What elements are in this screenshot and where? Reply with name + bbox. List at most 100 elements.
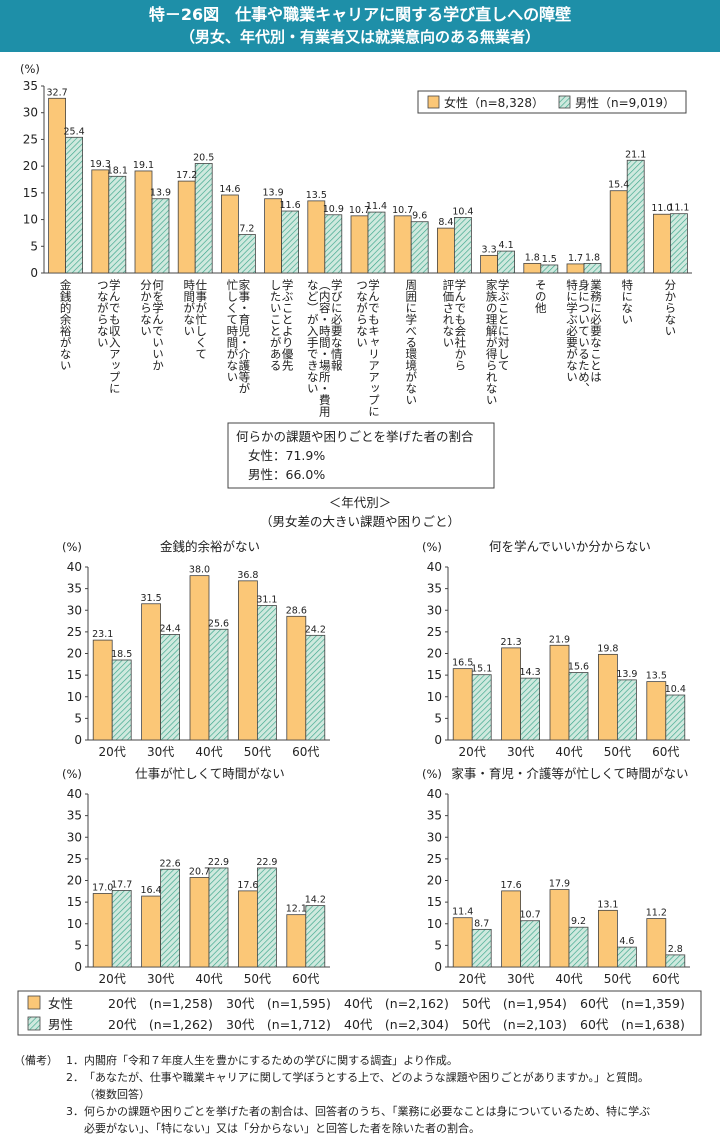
data-label-female: 36.8 (237, 570, 258, 581)
notes-heading: （備考） (14, 1054, 58, 1067)
data-label-male: 25.4 (64, 126, 85, 137)
bottom-legend-item-female: 40代 (n=2,162) (344, 996, 449, 1011)
category-label-line: 学びに必要な情報 (330, 278, 344, 372)
category-label: 分からない (663, 279, 677, 337)
category-label-line: 学んでもキャリアアップに (367, 278, 381, 417)
bottom-legend: 女性 20代 (n=1,258) 30代 (n=1,595) 40代 (n=2,162… (17, 990, 702, 1036)
bar-male (410, 221, 429, 274)
bottom-legend-swatch-female (27, 995, 41, 1010)
data-label-male: 20.5 (193, 152, 214, 163)
bottom-legend-label-male: 男性 (48, 1017, 73, 1032)
data-label-female: 28.6 (286, 605, 307, 616)
bar-male (568, 926, 589, 968)
bar-female (237, 890, 258, 968)
y-tick-label: 30 (67, 830, 82, 844)
bottom-legend-item-female: 60代 (n=1,359) (580, 996, 685, 1011)
bottom-legend-item-male: 30代 (n=1,712) (226, 1017, 331, 1032)
legend-swatch-male (558, 95, 571, 109)
bottom-legend-swatch-male (27, 1016, 41, 1031)
y-tick-label: 0 (74, 733, 82, 747)
bar-male (471, 674, 492, 741)
bar-female (597, 653, 618, 741)
category-label-line: など）が入手できない (306, 279, 320, 394)
bar-male (626, 159, 645, 274)
bar-female (134, 170, 153, 274)
data-label-male: 25.6 (208, 618, 229, 629)
y-tick-label: 25 (427, 852, 442, 866)
data-label-male: 14.3 (520, 667, 541, 678)
bottom-legend-item-male: 50代 (n=2,103) (462, 1017, 567, 1032)
data-label-male: 14.2 (305, 895, 326, 906)
y-tick-label: 0 (30, 266, 38, 280)
category-label-line: 分からない (663, 279, 677, 337)
data-label-male: 2.8 (668, 944, 683, 955)
data-label-female: 11.4 (452, 907, 473, 918)
category-label-line: 家族の理解が得られない (485, 278, 499, 405)
category-label-line: 特に学ぶ必要がない (565, 278, 579, 382)
data-label-male: 18.5 (111, 649, 132, 660)
bar-female (189, 575, 210, 741)
category-label: 30代 (507, 745, 534, 759)
category-label: 40代 (555, 972, 582, 986)
y-tick-label: 5 (74, 711, 82, 725)
data-label-male: 21.1 (625, 149, 646, 160)
bar-male (305, 905, 326, 968)
data-label-female: 31.5 (141, 593, 162, 604)
bar-male (256, 867, 277, 968)
figure-subtitle: （男女、年代別・有業者又は就業意向のある無業者） (179, 28, 540, 46)
note-2-number: 2． (66, 1071, 84, 1084)
y-tick-label: 15 (67, 895, 82, 909)
data-label-male: 9.2 (571, 916, 586, 927)
y-tick-label: 10 (427, 690, 442, 704)
category-label: 20代 (99, 972, 126, 986)
category-label: 特にない (620, 278, 634, 325)
y-tick-label: 0 (434, 960, 442, 974)
category-label-line: 学んでも収入アップに (108, 278, 122, 394)
y-tick-label: 30 (67, 603, 82, 617)
legend-box (417, 90, 687, 114)
data-label-male: 11.1 (668, 203, 689, 214)
y-tick-label: 35 (427, 582, 442, 596)
note-3-line: 何らかの課題や困りごとを挙げた者の割合は、回答者のうち、「業務に必要なことは身に… (84, 1105, 651, 1118)
bar-female (501, 890, 522, 968)
bar-female (92, 893, 113, 968)
bar-female (48, 97, 66, 274)
note-1-line: 内閣府「令和７年度人生を豊かにするための学びに関する調査」より作成。 (84, 1054, 458, 1067)
bottom-legend-label-female: 女性 (48, 996, 73, 1011)
y-tick-label: 35 (427, 809, 442, 823)
y-tick-label: 20 (67, 647, 82, 661)
bottom-legend-item-male: 20代 (n=1,262) (108, 1017, 213, 1032)
bar-female (646, 681, 667, 741)
y-tick-label: 35 (23, 79, 38, 93)
data-label-female: 19.1 (133, 160, 154, 171)
category-label-line: つながらない (96, 279, 110, 348)
category-label-line: 仕事が忙しくて (194, 279, 208, 360)
data-label-male: 15.6 (568, 662, 589, 673)
y-axis-unit: (%) (62, 767, 82, 781)
bar-male (665, 954, 686, 968)
bottom-legend-frame (17, 990, 702, 1036)
bar-male (520, 920, 541, 968)
bar-male (324, 214, 343, 274)
data-label-female: 17.6 (237, 880, 258, 891)
notes: （備考） 1． 内閣府「令和７年度人生を豊かにするための学びに関する調査」より作… (14, 1052, 714, 1137)
data-label-female: 32.7 (47, 87, 68, 98)
data-label-female: 13.5 (306, 190, 327, 201)
bar-male (583, 262, 602, 274)
category-label-line: 身についているため、 (577, 278, 591, 394)
data-label-female: 13.1 (597, 899, 618, 910)
category-label-line: 学ぶことに対して (497, 278, 511, 371)
category-label-line: したいことがある (269, 279, 283, 371)
bottom-legend-item-female: 30代 (n=1,595) (226, 996, 331, 1011)
legend-swatch-female (427, 95, 440, 109)
y-tick-label: 20 (427, 874, 442, 888)
y-tick-label: 20 (427, 647, 442, 661)
chart-title: 家事・育児・介護等が忙しくて時間がない (451, 766, 688, 781)
bar-female (549, 889, 570, 968)
data-label-female: 38.0 (189, 565, 210, 576)
category-label: 周囲に学べる環境がない (404, 279, 418, 406)
data-label-male: 1.8 (585, 252, 600, 263)
category-label: 60代 (292, 972, 319, 986)
bar-female (237, 580, 258, 741)
bar-male (540, 264, 559, 274)
